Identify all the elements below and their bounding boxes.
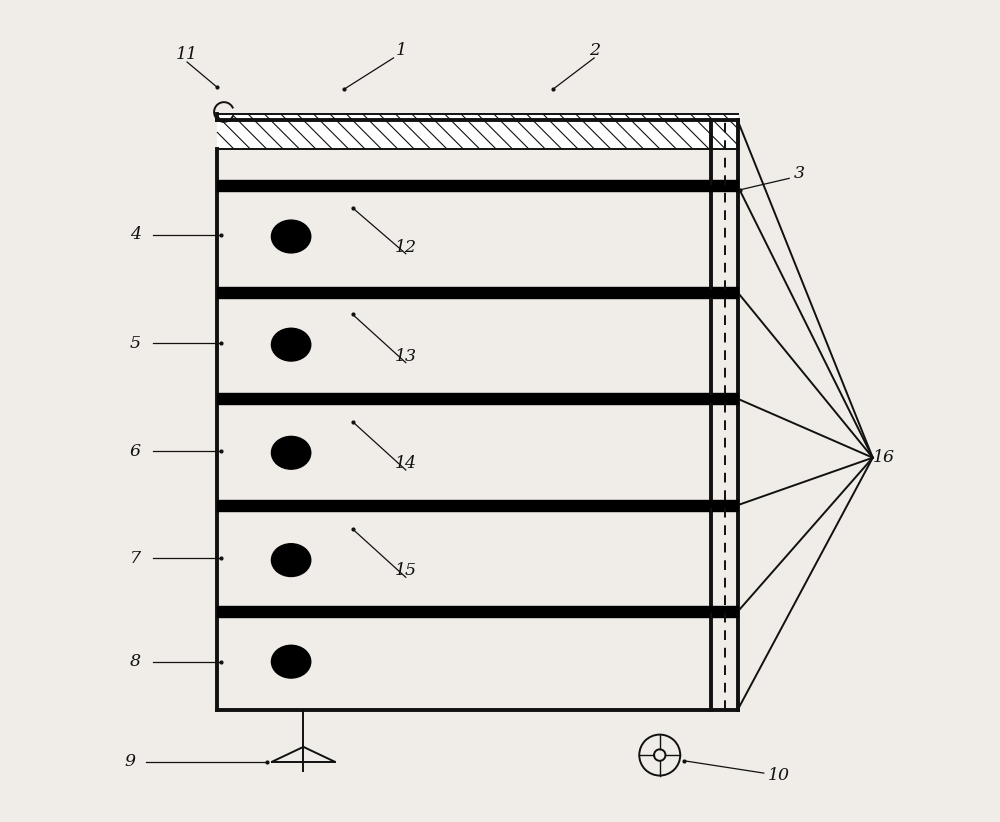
Text: 2: 2 bbox=[589, 42, 600, 59]
Text: 9: 9 bbox=[124, 753, 135, 770]
Text: 6: 6 bbox=[130, 442, 141, 459]
Text: 1: 1 bbox=[396, 42, 407, 59]
Bar bbox=[217, 114, 738, 149]
Text: 5: 5 bbox=[130, 335, 141, 352]
Text: 14: 14 bbox=[395, 455, 417, 472]
Ellipse shape bbox=[271, 328, 311, 361]
Text: 13: 13 bbox=[395, 348, 417, 365]
Text: 11: 11 bbox=[176, 46, 198, 63]
Text: 8: 8 bbox=[130, 653, 141, 670]
Ellipse shape bbox=[271, 645, 311, 678]
Text: 15: 15 bbox=[395, 562, 417, 580]
Ellipse shape bbox=[271, 220, 311, 253]
Ellipse shape bbox=[271, 543, 311, 576]
Text: 16: 16 bbox=[872, 449, 894, 466]
Text: 12: 12 bbox=[395, 238, 417, 256]
Text: 4: 4 bbox=[130, 226, 141, 243]
Ellipse shape bbox=[271, 436, 311, 469]
Text: 3: 3 bbox=[794, 165, 805, 182]
Text: 7: 7 bbox=[130, 550, 141, 567]
Text: 10: 10 bbox=[768, 767, 790, 784]
